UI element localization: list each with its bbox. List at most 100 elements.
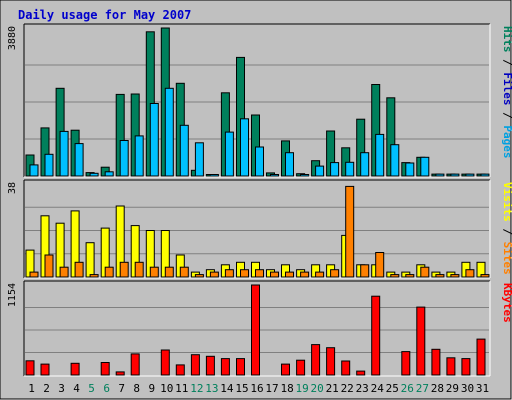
- x-tick-label: 11: [175, 382, 188, 395]
- x-tick-label: 9: [148, 382, 155, 395]
- series-kbytes: [25, 284, 486, 376]
- bar-pages-day-11: [179, 124, 189, 177]
- bar-kbytes-day-23: [356, 370, 366, 376]
- x-tick-label: 2: [43, 382, 50, 395]
- bar-sites-day-31: [480, 274, 490, 278]
- bar-sites-day-26: [405, 274, 415, 278]
- legend-separator: /: [501, 106, 512, 126]
- bar-pages-day-23: [360, 152, 370, 177]
- bar-kbytes-day-13: [205, 355, 215, 376]
- bar-pages-day-9: [149, 103, 159, 177]
- bar-sites-day-30: [465, 269, 475, 278]
- chart-panels: 3880 Hits / Files / Pages 38 Visits / Sites…: [7, 23, 512, 377]
- bar-kbytes-day-19: [296, 359, 306, 376]
- bar-sites-day-4: [74, 261, 84, 278]
- bar-sites-day-11: [179, 266, 189, 278]
- chart-title: Daily usage for May 2007: [18, 8, 191, 22]
- x-tick-label: 16: [250, 382, 263, 395]
- bar-pages-day-16: [255, 146, 264, 177]
- bar-pages-day-21: [330, 162, 340, 177]
- bar-sites-day-3: [59, 266, 69, 278]
- x-tick-label: 15: [235, 382, 248, 395]
- bar-pages-day-17: [270, 174, 279, 177]
- y-max-label: 3880: [7, 26, 18, 50]
- bar-sites-day-28: [435, 274, 445, 278]
- bar-sites-day-22: [345, 185, 355, 278]
- x-tick-label: 1: [28, 382, 35, 395]
- legend-separator: /: [501, 222, 512, 242]
- bar-kbytes-day-10: [160, 349, 170, 376]
- x-tick-label: 14: [220, 382, 234, 395]
- x-tick-label: 4: [73, 382, 80, 395]
- bar-pages-day-10: [164, 87, 174, 177]
- bar-kbytes-day-29: [446, 357, 456, 376]
- bar-pages-day-1: [29, 164, 39, 177]
- x-tick-label: 24: [371, 382, 385, 395]
- x-tick-label: 22: [341, 382, 354, 395]
- bar-sites-day-21: [330, 269, 340, 278]
- x-tick-label: 26: [401, 382, 414, 395]
- bar-kbytes-day-12: [190, 354, 200, 376]
- bar-pages-day-2: [44, 153, 54, 177]
- y-max-label: 1154: [7, 283, 18, 307]
- bar-pages-day-29: [450, 173, 460, 177]
- x-tick-label: 30: [461, 382, 474, 395]
- panel-visits-sites: 38 Visits / Sites: [7, 179, 512, 279]
- bar-sites-day-8: [134, 261, 144, 278]
- x-tick-label: 13: [205, 382, 218, 395]
- bar-kbytes-day-26: [401, 351, 411, 376]
- bar-sites-day-24: [375, 252, 385, 278]
- x-tick-label: 23: [356, 382, 369, 395]
- bar-sites-day-2: [44, 254, 54, 278]
- bar-kbytes-day-14: [220, 358, 230, 376]
- bar-pages-day-7: [119, 140, 129, 177]
- legend-files: Files: [501, 72, 512, 105]
- x-tick-label: 25: [386, 382, 399, 395]
- panel-hits-files-pages: 3880 Hits / Files / Pages: [7, 23, 512, 178]
- bar-sites-day-23: [360, 264, 370, 278]
- bar-pages-day-18: [285, 152, 294, 177]
- bar-sites-day-9: [149, 266, 159, 278]
- bar-kbytes-day-28: [431, 348, 441, 376]
- bar-sites-day-14: [224, 269, 234, 278]
- axis-legend: Visits / Sites: [501, 182, 512, 275]
- series-pages: [29, 87, 490, 177]
- bar-sites-day-25: [390, 274, 400, 278]
- bar-pages-day-26: [405, 162, 415, 177]
- bar-pages-day-14: [224, 131, 234, 177]
- x-tick-label: 19: [295, 382, 308, 395]
- bar-kbytes-day-21: [326, 347, 336, 376]
- bar-pages-day-31: [480, 173, 490, 177]
- bar-pages-day-24: [375, 133, 385, 177]
- x-tick-label: 10: [160, 382, 173, 395]
- x-tick-label: 7: [118, 382, 125, 395]
- bar-sites-day-17: [270, 271, 279, 278]
- bar-kbytes-day-18: [281, 363, 290, 376]
- bar-kbytes-day-31: [476, 338, 486, 376]
- bar-pages-day-5: [89, 172, 99, 177]
- bar-pages-day-8: [134, 135, 144, 177]
- bar-pages-day-27: [420, 156, 430, 177]
- bar-kbytes-day-8: [130, 353, 140, 376]
- bar-kbytes-day-27: [416, 306, 426, 376]
- bar-sites-day-19: [300, 271, 310, 278]
- bar-pages-day-6: [104, 171, 114, 177]
- axis-legend: KBytes: [501, 283, 512, 323]
- bar-sites-day-12: [194, 274, 204, 278]
- bar-kbytes-day-1: [25, 360, 35, 376]
- bar-pages-day-3: [59, 130, 69, 177]
- bar-kbytes-day-7: [115, 371, 125, 376]
- x-tick-label: 27: [416, 382, 429, 395]
- legend-pages: Pages: [501, 125, 512, 158]
- bar-pages-day-12: [194, 142, 204, 177]
- x-tick-label: 8: [133, 382, 140, 395]
- bar-pages-day-28: [435, 173, 445, 177]
- x-tick-label: 6: [103, 382, 110, 395]
- bar-kbytes-day-2: [40, 363, 50, 376]
- bar-pages-day-15: [240, 118, 249, 177]
- x-tick-label: 28: [431, 382, 444, 395]
- bar-sites-day-20: [315, 271, 325, 278]
- bar-sites-day-10: [164, 266, 174, 278]
- bar-sites-day-6: [104, 266, 114, 278]
- x-tick-label: 29: [446, 382, 459, 395]
